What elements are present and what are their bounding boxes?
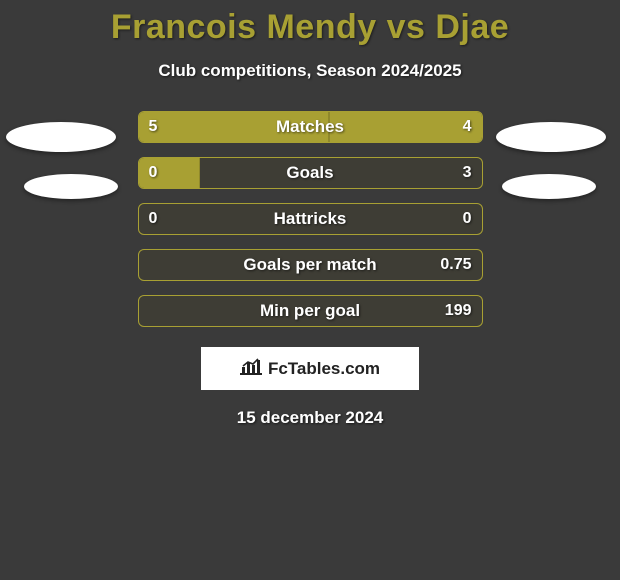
bar-track: 0 0 Hattricks	[138, 203, 483, 235]
stat-row: 0 3 Goals	[0, 157, 620, 189]
footer-date: 15 december 2024	[0, 408, 620, 428]
stat-row: 0.75 Goals per match	[0, 249, 620, 281]
page-title: Francois Mendy vs Djae	[0, 0, 620, 47]
value-right: 3	[463, 164, 472, 182]
value-right: 0	[463, 210, 472, 228]
bar-label: Matches	[276, 117, 344, 137]
bar-label: Min per goal	[260, 301, 360, 321]
brand-label: FcTables.com	[268, 359, 380, 379]
value-right: 199	[445, 302, 472, 320]
bar-fill-right	[329, 112, 481, 142]
stat-row: 199 Min per goal	[0, 295, 620, 327]
bar-track: 5 4 Matches	[138, 111, 483, 143]
bar-label: Goals	[286, 163, 333, 183]
stat-row: 5 4 Matches	[0, 111, 620, 143]
bar-track: 0.75 Goals per match	[138, 249, 483, 281]
bar-track: 0 3 Goals	[138, 157, 483, 189]
brand-box[interactable]: FcTables.com	[201, 347, 419, 390]
bar-label: Goals per match	[243, 255, 376, 275]
value-right: 0.75	[440, 256, 471, 274]
value-left: 5	[149, 118, 158, 136]
value-right: 4	[463, 118, 472, 136]
page-subtitle: Club competitions, Season 2024/2025	[0, 61, 620, 81]
chart-icon	[240, 357, 262, 380]
value-left: 0	[149, 210, 158, 228]
bar-track: 199 Min per goal	[138, 295, 483, 327]
stat-row: 0 0 Hattricks	[0, 203, 620, 235]
bar-label: Hattricks	[274, 209, 347, 229]
value-left: 0	[149, 164, 158, 182]
